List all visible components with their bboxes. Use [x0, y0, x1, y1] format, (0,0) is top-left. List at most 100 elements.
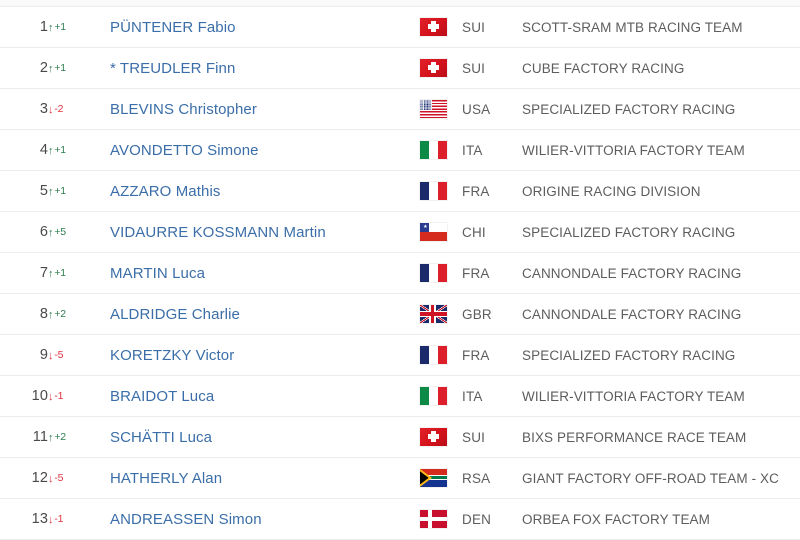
arrow-up-icon: ↑ — [48, 431, 54, 444]
rider-name-link[interactable]: MARTIN Luca — [110, 264, 206, 282]
rank-cell: 1 — [0, 6, 48, 48]
nationality-cell: DEN — [462, 498, 522, 540]
team-cell: SPECIALIZED FACTORY RACING — [522, 88, 800, 130]
nationality-cell: ITA — [462, 129, 522, 171]
flag-part — [420, 477, 447, 487]
position-change-cell: ↑+2 — [48, 293, 110, 335]
position-change-value: -2 — [54, 102, 64, 115]
position-change-cell: ↑+1 — [48, 252, 110, 294]
team-cell: SPECIALIZED FACTORY RACING — [522, 211, 800, 253]
flag-icon-ita — [420, 140, 447, 159]
table-row[interactable]: 2 ↑+1 * TREUDLER Finn SUI CUBE FACTORY RACIN… — [0, 47, 800, 89]
rider-name-link[interactable]: HATHERLY Alan — [110, 469, 223, 487]
rider-name-link[interactable]: KORETZKY Victor — [110, 346, 235, 364]
position-change-cell: ↓-2 — [48, 88, 110, 130]
rider-name-link[interactable]: PÜNTENER Fabio — [110, 18, 236, 36]
flag-part — [420, 516, 447, 521]
flag-icon-rsa — [420, 468, 447, 487]
nationality-cell: SUI — [462, 6, 522, 48]
table-row[interactable]: 1 ↑+1 PÜNTENER Fabio SUI SCOTT-SRAM MTB RACI… — [0, 6, 800, 48]
rank-cell: 3 — [0, 88, 48, 130]
rider-name-link[interactable]: BLEVINS Christopher — [110, 100, 257, 118]
rider-name-cell: SCHÄTTI Luca — [110, 416, 420, 458]
rider-name-cell: BLEVINS Christopher — [110, 88, 420, 130]
flag-cell: ★ — [420, 211, 462, 253]
flag-part — [420, 471, 429, 485]
rider-name-link[interactable]: SCHÄTTI Luca — [110, 428, 213, 446]
rider-name-cell: MARTIN Luca — [110, 252, 420, 294]
position-change-cell: ↑+5 — [48, 211, 110, 253]
rank-cell: 11 — [0, 416, 48, 458]
flag-part — [430, 304, 435, 323]
position-change-value: -1 — [54, 389, 64, 402]
nationality-cell: FRA — [462, 252, 522, 294]
partial-row-top-cell — [0, 0, 800, 7]
flag-cell — [420, 6, 462, 48]
rider-name-link[interactable]: BRAIDOT Luca — [110, 387, 215, 405]
rider-name-link[interactable]: ANDREASSEN Simon — [110, 510, 262, 528]
position-change-value: +1 — [54, 61, 66, 74]
flag-icon-sui — [420, 58, 447, 77]
flag-cell — [420, 88, 462, 130]
position-change-cell: ↑+1 — [48, 170, 110, 212]
flag-icon-usa — [420, 99, 447, 118]
arrow-up-icon: ↑ — [48, 308, 54, 321]
flag-cell — [420, 129, 462, 171]
table-row[interactable]: 12 ↓-5 HATHERLY Alan RSA GIANT FACTORY OFF-R… — [0, 457, 800, 499]
flag-icon-sui — [420, 17, 447, 36]
team-cell: CUBE FACTORY RACING — [522, 47, 800, 89]
arrow-down-icon: ↓ — [48, 349, 54, 362]
table-row[interactable]: 10 ↓-1 BRAIDOT Luca ITA WILIER-VITTORIA FACT… — [0, 375, 800, 417]
arrow-down-icon: ↓ — [48, 103, 54, 116]
flag-part — [428, 509, 432, 528]
team-cell: ORIGINE RACING DIVISION — [522, 170, 800, 212]
rider-name-link[interactable]: ALDRIDGE Charlie — [110, 305, 240, 323]
nationality-cell: RSA — [462, 457, 522, 499]
position-change-value: -1 — [54, 512, 64, 525]
rider-name-link[interactable]: AZZARO Mathis — [110, 182, 221, 200]
flag-cell — [420, 498, 462, 540]
flag-part — [420, 231, 447, 241]
table-row[interactable]: 13 ↓-1 ANDREASSEN Simon DEN ORBEA FOX FACTOR… — [0, 498, 800, 540]
arrow-up-icon: ↑ — [48, 226, 54, 239]
rider-name-cell: PÜNTENER Fabio — [110, 6, 420, 48]
rider-name-link[interactable]: * TREUDLER Finn — [110, 59, 236, 77]
rank-cell: 6 — [0, 211, 48, 253]
arrow-up-icon: ↑ — [48, 21, 54, 34]
table-row[interactable]: 8 ↑+2 ALDRIDGE Charlie GBR CANNONDALE FACTOR… — [0, 293, 800, 335]
rider-name-link[interactable]: AVONDETTO Simone — [110, 141, 259, 159]
flag-icon-chi: ★ — [420, 222, 447, 241]
arrow-down-icon: ↓ — [48, 390, 54, 403]
team-cell: BIXS PERFORMANCE RACE TEAM — [522, 416, 800, 458]
table-row[interactable]: 11 ↑+2 SCHÄTTI Luca SUI BIXS PERFORMANCE RAC… — [0, 416, 800, 458]
flag-cell — [420, 416, 462, 458]
nationality-cell: USA — [462, 88, 522, 130]
table-row[interactable]: 3 ↓-2 BLEVINS Christopher USA SPECIALIZED FA… — [0, 88, 800, 130]
flag-icon-fra — [420, 263, 447, 282]
rider-name-cell: HATHERLY Alan — [110, 457, 420, 499]
flag-part: ★ — [423, 224, 428, 231]
rider-name-link[interactable]: VIDAURRE KOSSMANN Martin — [110, 223, 326, 241]
table-row[interactable]: 7 ↑+1 MARTIN Luca FRA CANNONDALE FACTORY RAC… — [0, 252, 800, 294]
table-row[interactable]: 5 ↑+1 AZZARO Mathis FRA ORIGINE RACING DIVIS… — [0, 170, 800, 212]
arrow-down-icon: ↓ — [48, 472, 54, 485]
table-row[interactable]: 6 ↑+5 VIDAURRE KOSSMANN Martin ★ CHI SPECIALI… — [0, 211, 800, 253]
position-change-cell: ↓-5 — [48, 334, 110, 376]
team-cell: WILIER-VITTORIA FACTORY TEAM — [522, 129, 800, 171]
team-cell: WILIER-VITTORIA FACTORY TEAM — [522, 375, 800, 417]
nationality-cell: FRA — [462, 334, 522, 376]
flag-part — [420, 99, 432, 110]
position-change-value: +1 — [54, 184, 66, 197]
nationality-cell: SUI — [462, 47, 522, 89]
rider-name-cell: AZZARO Mathis — [110, 170, 420, 212]
table-row[interactable]: 4 ↑+1 AVONDETTO Simone ITA WILIER-VITTORIA F… — [0, 129, 800, 171]
table-row[interactable]: 9 ↓-5 KORETZKY Victor FRA SPECIALIZED FACTOR… — [0, 334, 800, 376]
team-cell: ORBEA FOX FACTORY TEAM — [522, 498, 800, 540]
nationality-cell: SUI — [462, 416, 522, 458]
rank-cell: 4 — [0, 129, 48, 171]
nationality-cell: GBR — [462, 293, 522, 335]
position-change-cell: ↑+1 — [48, 47, 110, 89]
position-change-value: +1 — [54, 266, 66, 279]
